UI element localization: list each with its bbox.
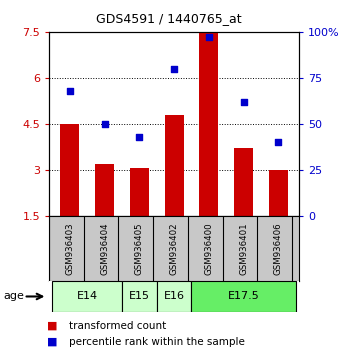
- Text: GSM936401: GSM936401: [239, 222, 248, 275]
- Text: GSM936404: GSM936404: [100, 222, 109, 275]
- Text: GDS4591 / 1440765_at: GDS4591 / 1440765_at: [96, 12, 242, 25]
- Bar: [60, 124, 79, 216]
- Bar: [157, 281, 191, 312]
- Text: GSM936403: GSM936403: [65, 222, 74, 275]
- Text: GSM936402: GSM936402: [170, 222, 178, 275]
- Bar: [165, 115, 184, 216]
- Bar: [199, 32, 218, 216]
- Point: [171, 66, 177, 72]
- Text: E17.5: E17.5: [228, 291, 260, 302]
- Bar: [130, 169, 149, 216]
- Point: [275, 139, 281, 145]
- Bar: [95, 164, 114, 216]
- Point: [206, 35, 212, 40]
- Point: [137, 134, 142, 139]
- Bar: [122, 281, 157, 312]
- Text: E16: E16: [164, 291, 185, 302]
- Bar: [234, 148, 253, 216]
- Text: GSM936400: GSM936400: [204, 222, 213, 275]
- Bar: [191, 281, 296, 312]
- Text: GSM936406: GSM936406: [274, 222, 283, 275]
- Text: percentile rank within the sample: percentile rank within the sample: [69, 337, 245, 347]
- Bar: [269, 170, 288, 216]
- Text: ■: ■: [47, 337, 58, 347]
- Text: E14: E14: [77, 291, 98, 302]
- Text: transformed count: transformed count: [69, 321, 167, 331]
- Text: GSM936405: GSM936405: [135, 222, 144, 275]
- Point: [67, 88, 73, 93]
- Bar: [52, 281, 122, 312]
- Text: age: age: [3, 291, 24, 302]
- Point: [102, 121, 107, 127]
- Text: E15: E15: [129, 291, 150, 302]
- Text: ■: ■: [47, 321, 58, 331]
- Point: [241, 99, 246, 105]
